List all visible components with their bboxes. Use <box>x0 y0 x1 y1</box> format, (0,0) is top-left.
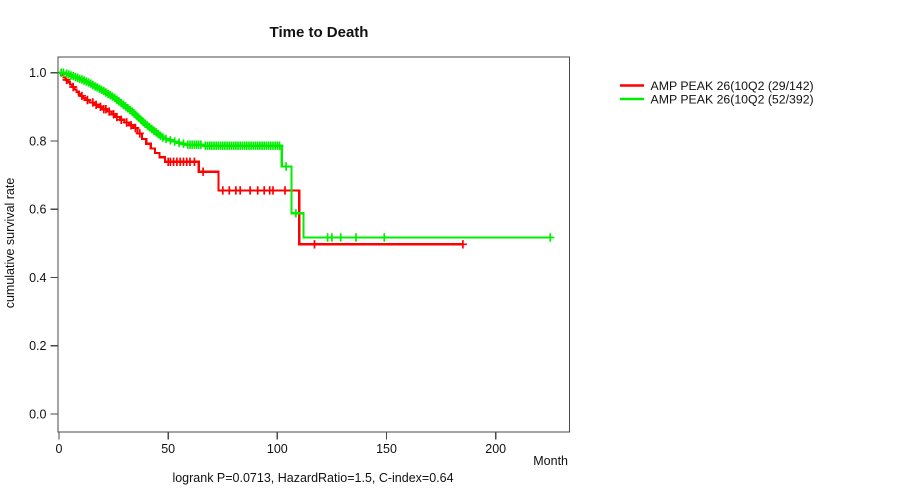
x-axis-tick-label-0: 0 <box>56 442 63 456</box>
y-axis-tick-label-5: 1.0 <box>29 66 46 80</box>
legend-label-green-group: AMP PEAK 26(10Q2 (52/392) <box>651 92 814 106</box>
legend-label-red-group: AMP PEAK 26(10Q2 (29/142) <box>651 79 814 93</box>
chart-title: Time to Death <box>270 24 369 41</box>
legend: AMP PEAK 26(10Q2 (29/142)AMP PEAK 26(10Q… <box>620 79 814 106</box>
y-axis-tick-label-0: 0.0 <box>29 407 46 421</box>
x-axis-tick-label-3: 150 <box>376 442 397 456</box>
survival-curve-red-group <box>59 71 463 246</box>
y-axis-tick-label-1: 0.2 <box>29 339 46 353</box>
y-axis-tick-label-3: 0.6 <box>29 203 46 217</box>
x-axis-tick-label-1: 50 <box>161 442 175 456</box>
x-axis-tick-label-2: 100 <box>267 442 288 456</box>
survival-curve-green-group <box>59 71 551 239</box>
legend-item-red-group: AMP PEAK 26(10Q2 (29/142) <box>620 79 814 93</box>
axes: 0 50 100 150 200 0.0 0.2 0.4 0.6 0.8 1.0 <box>29 66 506 456</box>
y-axis-tick-label-2: 0.4 <box>29 271 46 285</box>
y-axis-tick-label-4: 0.8 <box>29 134 46 148</box>
censor-marks-green-group <box>57 68 555 242</box>
legend-item-green-group: AMP PEAK 26(10Q2 (52/392) <box>620 92 814 106</box>
plot-frame <box>57 56 571 433</box>
censor-marks-red-group <box>62 75 467 249</box>
footer-stats: logrank P=0.0713, HazardRatio=1.5, C-ind… <box>172 471 453 485</box>
x-axis-label: Month <box>533 454 568 468</box>
x-axis-tick-label-4: 200 <box>485 442 506 456</box>
survival-curves <box>57 68 555 249</box>
y-axis-label: cumulative survival rate <box>3 178 17 309</box>
